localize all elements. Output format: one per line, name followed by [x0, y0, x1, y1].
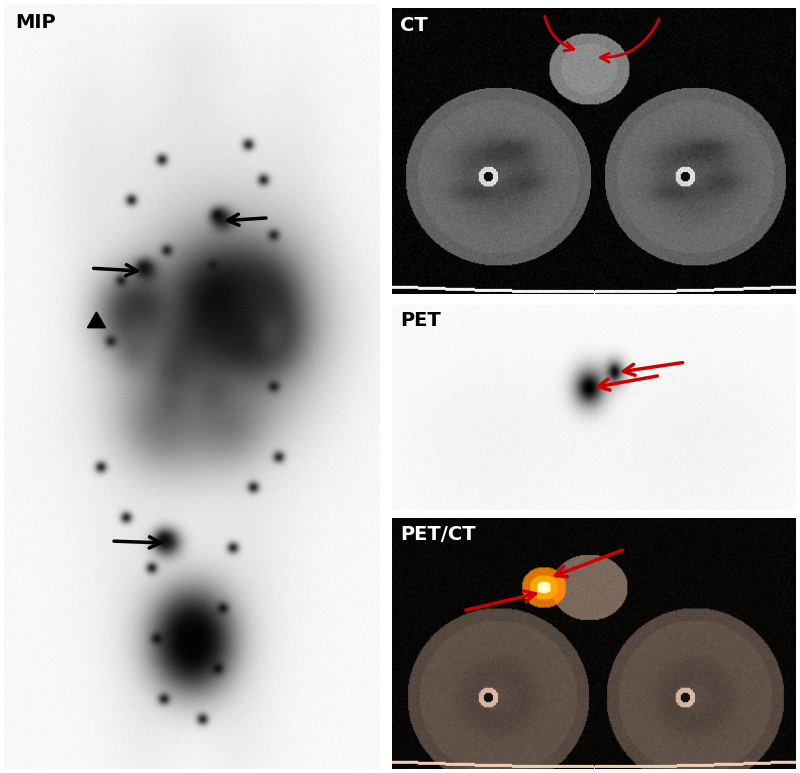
Text: CT: CT	[400, 16, 428, 36]
Text: PET: PET	[400, 312, 441, 331]
Text: PET/CT: PET/CT	[400, 526, 476, 544]
Text: MIP: MIP	[15, 13, 56, 32]
